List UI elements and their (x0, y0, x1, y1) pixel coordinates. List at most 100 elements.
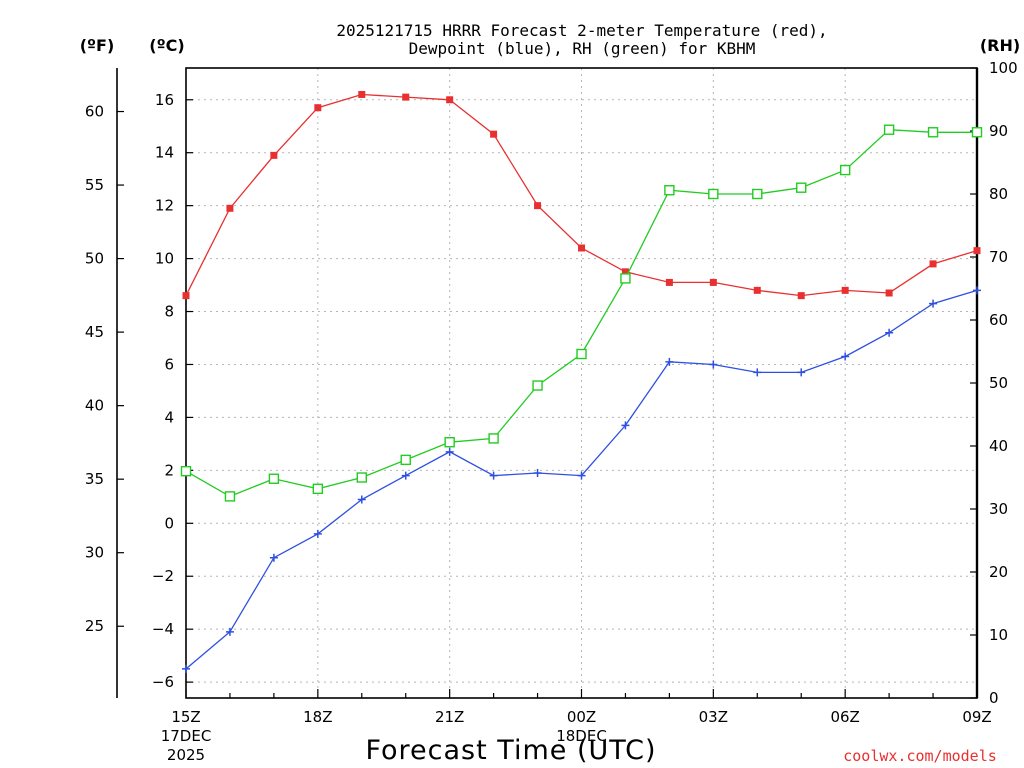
temperature-point (841, 286, 849, 294)
x-tick-label: 06Z (830, 708, 859, 726)
fahrenheit-tick-label: 35 (85, 470, 104, 488)
rh-point (796, 182, 807, 193)
temperature-point (490, 130, 498, 138)
data-series (180, 90, 983, 673)
rh-tick-label: 40 (989, 437, 1008, 455)
temperature-point (665, 278, 673, 286)
fahrenheit-tick-label: 40 (85, 397, 104, 415)
dewpoint-point (797, 368, 806, 377)
celsius-tick-label: 4 (164, 408, 174, 426)
celsius-tick-label: 6 (164, 355, 174, 373)
dewpoint-point (665, 357, 674, 366)
rh-point (180, 466, 192, 477)
chart-title-line2: Dewpoint (blue), RH (green) for KBHM (409, 39, 756, 58)
chart-title-line1: 2025121715 HRRR Forecast 2-meter Tempera… (336, 21, 827, 40)
dewpoint-line (185, 289, 978, 670)
dewpoint-point (182, 664, 190, 673)
dewpoint-point (269, 553, 278, 562)
x-tick-date-label: 18DEC (556, 727, 607, 745)
x-axis-title: Forecast Time (UTC) (365, 735, 656, 766)
celsius-tick-label: 0 (164, 514, 174, 532)
celsius-tick-label: −2 (152, 567, 174, 585)
rh-point (400, 454, 411, 466)
x-tick-label: 15Z (171, 708, 200, 726)
dewpoint-point (929, 299, 938, 308)
rh-point (927, 127, 939, 138)
rh-point (883, 124, 895, 135)
dewpoint-point (885, 328, 894, 337)
rh-tick-label: 30 (989, 500, 1008, 518)
temperature-point (578, 244, 585, 252)
rh-tick-label: 90 (989, 122, 1008, 140)
celsius-unit-label: (ºC) (149, 36, 184, 55)
rh-tick-label: 10 (989, 626, 1008, 644)
celsius-tick-label: 12 (155, 197, 174, 215)
temperature-point (797, 292, 805, 300)
temperature-point (402, 93, 410, 101)
temperature-point (358, 90, 366, 98)
fahrenheit-tick-label: 55 (85, 176, 104, 194)
x-tick-year-label: 2025 (167, 746, 205, 764)
x-tick-label: 00Z (567, 708, 596, 726)
fahrenheit-tick-label: 45 (85, 323, 104, 341)
temperature-point (709, 278, 717, 286)
temperature-point (929, 260, 937, 268)
x-tick-label: 03Z (699, 708, 728, 726)
dewpoint-point (841, 352, 850, 361)
rh-tick-label: 80 (989, 185, 1008, 203)
rh-point (752, 188, 763, 200)
temperature-point (314, 104, 322, 112)
rh-tick-label: 20 (989, 563, 1008, 581)
celsius-tick-label: 8 (164, 303, 174, 321)
rh-point (839, 164, 851, 176)
dewpoint-point (533, 469, 542, 477)
dewpoint-point (753, 368, 762, 377)
x-tick-label: 21Z (435, 708, 464, 726)
temperature-point (621, 268, 629, 276)
fahrenheit-tick-label: 60 (85, 103, 104, 121)
rh-point (620, 273, 631, 284)
dewpoint-point (225, 627, 234, 636)
rh-point (488, 433, 499, 444)
dewpoint-point (709, 360, 718, 369)
celsius-tick-label: 14 (155, 144, 174, 162)
temperature-point (226, 204, 234, 212)
rh-point (708, 188, 719, 200)
dewpoint-point (489, 471, 498, 480)
rh-point (356, 472, 367, 483)
temperature-point (753, 286, 761, 294)
fahrenheit-tick-label: 25 (85, 617, 104, 635)
celsius-tick-label: −4 (152, 620, 174, 638)
celsius-tick-label: −6 (152, 673, 174, 691)
rh-point (971, 127, 983, 138)
fahrenheit-tick-label: 50 (85, 250, 104, 268)
rh-tick-label: 100 (989, 59, 1018, 77)
grid-lines (186, 68, 977, 698)
temperature-point (973, 247, 981, 255)
rh-point (224, 491, 236, 502)
dewpoint-point (973, 286, 981, 295)
axes: −6 −4 −2 0 2 4 6 8 10 12 14 16 25 30 35 40 45 50 55 60 0 10 20… (85, 59, 1018, 764)
temperature-point (182, 292, 190, 300)
temperature-point (534, 202, 542, 210)
rh-point (268, 473, 280, 484)
x-tick-date-label: 17DEC (161, 727, 212, 745)
rh-tick-label: 70 (989, 248, 1008, 266)
dewpoint-point (621, 421, 630, 430)
celsius-tick-label: 16 (155, 91, 174, 109)
dewpoint-point (357, 495, 366, 504)
rh-unit-label: (RH) (980, 36, 1020, 55)
dewpoint-point (577, 471, 586, 480)
x-tick-label: 18Z (303, 708, 332, 726)
celsius-tick-label: 2 (164, 461, 174, 479)
fahrenheit-unit-label: (ºF) (80, 36, 115, 55)
rh-point (532, 380, 543, 391)
rh-point (576, 348, 587, 360)
dewpoint-point (401, 471, 410, 480)
rh-tick-label: 60 (989, 311, 1008, 329)
dewpoint-point (313, 529, 322, 538)
credit-label: coolwx.com/models (843, 747, 997, 765)
rh-point (664, 185, 675, 196)
dewpoint-point (445, 447, 454, 456)
